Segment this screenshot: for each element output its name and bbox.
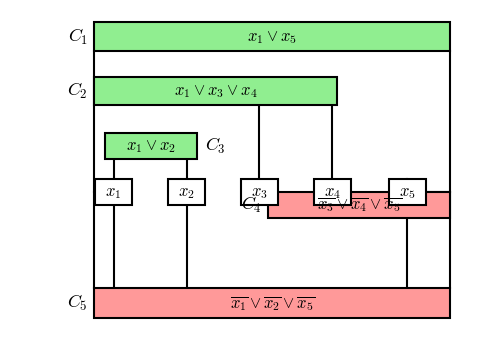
Text: $x_5$: $x_5$ [399, 183, 416, 201]
FancyBboxPatch shape [314, 179, 350, 205]
Text: $C_4$: $C_4$ [241, 195, 262, 215]
Text: $\overline{x_3} \vee \overline{x_4} \vee \overline{x_5}$: $\overline{x_3} \vee \overline{x_4} \vee… [317, 196, 402, 214]
Text: $C_1$: $C_1$ [67, 26, 88, 47]
FancyBboxPatch shape [94, 22, 450, 51]
FancyBboxPatch shape [94, 78, 337, 105]
FancyBboxPatch shape [389, 179, 426, 205]
FancyBboxPatch shape [168, 179, 205, 205]
Text: $x_4$: $x_4$ [324, 183, 341, 201]
Text: $C_5$: $C_5$ [67, 293, 88, 313]
Text: $x_2$: $x_2$ [178, 183, 195, 201]
Text: $x_1 \vee x_3 \vee x_4$: $x_1 \vee x_3 \vee x_4$ [174, 82, 257, 101]
FancyBboxPatch shape [105, 133, 197, 159]
FancyBboxPatch shape [241, 179, 278, 205]
Text: $C_2$: $C_2$ [67, 81, 88, 101]
Text: $x_1$: $x_1$ [106, 183, 122, 201]
FancyBboxPatch shape [94, 288, 450, 318]
Text: $x_1 \vee x_2$: $x_1 \vee x_2$ [126, 137, 176, 155]
FancyBboxPatch shape [268, 192, 450, 218]
FancyBboxPatch shape [95, 179, 132, 205]
Text: $\overline{x_1} \vee \overline{x_2} \vee \overline{x_5}$: $\overline{x_1} \vee \overline{x_2} \vee… [230, 294, 315, 313]
Text: $x_1 \vee x_5$: $x_1 \vee x_5$ [247, 27, 297, 46]
Text: $x_3$: $x_3$ [251, 183, 268, 201]
Text: $C_3$: $C_3$ [205, 136, 226, 156]
